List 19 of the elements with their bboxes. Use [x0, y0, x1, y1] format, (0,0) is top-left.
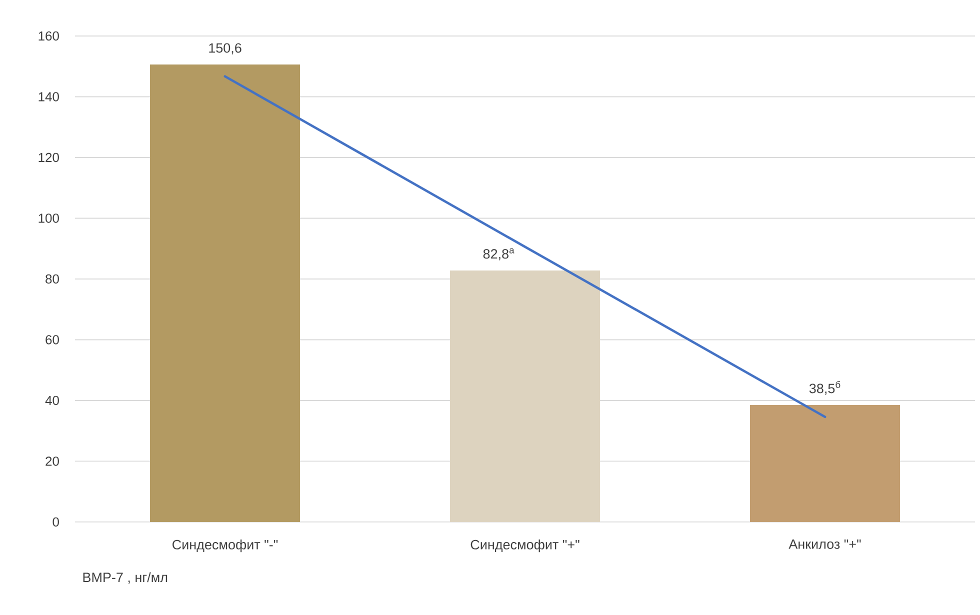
y-tick-label: 100 [38, 214, 59, 223]
data-label: 38,5$^{б}$ [809, 380, 840, 395]
bar [750, 405, 900, 522]
data-label: 150,6 [209, 43, 242, 54]
data-label: 82,8$^{а}$ [483, 248, 514, 260]
x-tick-label: Синдесмофит "+" [470, 540, 580, 552]
y-tick-label: 140 [38, 92, 59, 102]
bar [150, 64, 300, 522]
bar [450, 270, 600, 522]
y-tick-label: 80 [46, 274, 59, 284]
text: BMP-7 , нг/мл [83, 572, 168, 584]
x-tick-label: Синдесмофит "-" [172, 540, 278, 552]
y-tick-label: 120 [38, 152, 59, 162]
y-tick-label: 160 [38, 31, 59, 41]
y-tick-label: 40 [45, 396, 59, 406]
y-tick-label: 20 [46, 456, 59, 466]
y-tick-label: 0 [52, 517, 59, 527]
y-tick-label: 60 [46, 335, 59, 344]
x-tick-label: Анкилоз "+" [788, 540, 861, 549]
